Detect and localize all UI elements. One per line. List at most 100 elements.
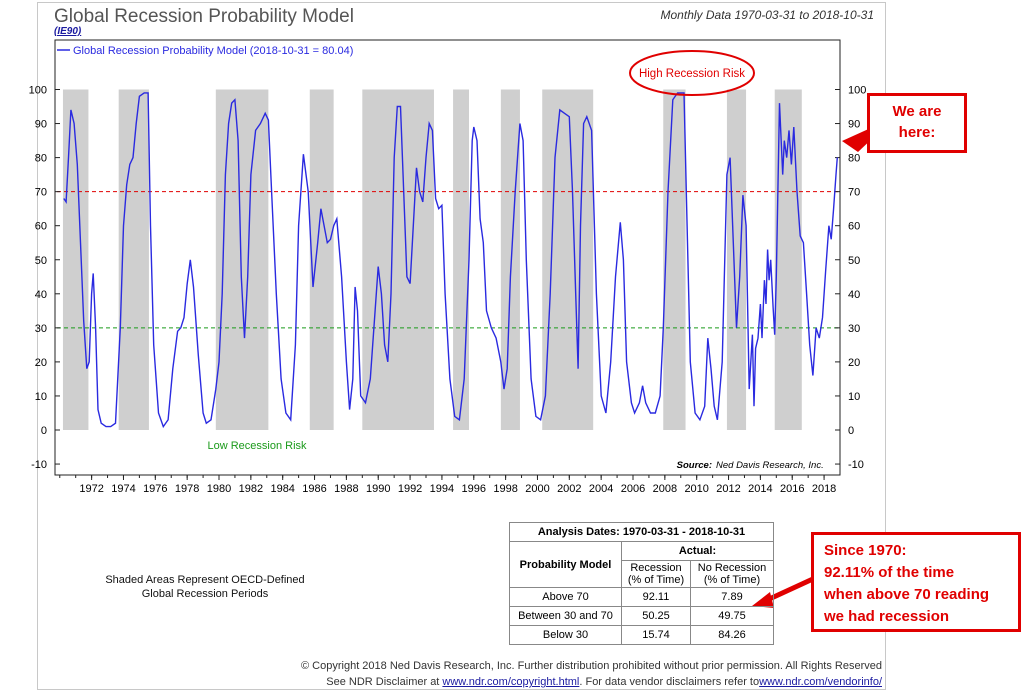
y-tick-label-left: 80 — [35, 153, 47, 165]
source-text: Ned Davis Research, Inc. — [716, 460, 824, 471]
x-tick-label: 2014 — [748, 483, 772, 495]
chart-subtitle: Monthly Data 1970-03-31 to 2018-10-31 — [660, 8, 874, 22]
series-line-recession-probability — [63, 92, 838, 429]
y-tick-label-right: 0 — [848, 425, 854, 437]
y-tick-label-left: 60 — [35, 221, 47, 233]
legend-label: Global Recession Probability Model (2018… — [73, 45, 353, 57]
x-tick-label: 1998 — [493, 483, 517, 495]
x-tick-label: 1980 — [207, 483, 231, 495]
col-no-recession-header: No Recession (% of Time) — [690, 560, 774, 588]
y-tick-label-left: 100 — [29, 85, 47, 97]
high-risk-label: High Recession Risk — [639, 68, 745, 80]
callout-we-are-here-line2: here: — [898, 124, 936, 141]
annotations: High Recession Risk Low Recession Risk S… — [207, 50, 824, 471]
x-tick-label: 1974 — [111, 483, 135, 495]
table-row: Below 30 15.74 84.26 — [509, 625, 774, 645]
footer-disclaimer-mid: . For data vendor disclaimers refer to — [579, 676, 760, 688]
row-header: Probability Model — [509, 541, 622, 588]
x-tick-label: 2002 — [557, 483, 581, 495]
low-risk-label: Low Recession Risk — [207, 440, 307, 452]
shade-caption: Shaded Areas Represent OECD-Defined Glob… — [80, 573, 330, 601]
callout-we-are-here-line1: We are — [892, 103, 942, 120]
x-tick-label: 1994 — [430, 483, 454, 495]
x-tick-label: 1978 — [175, 483, 199, 495]
callout-since-line2: 92.11% of the time — [824, 564, 955, 581]
legend: Global Recession Probability Model (2018… — [57, 45, 353, 57]
row-no-recession: 49.75 — [690, 606, 774, 626]
x-tick-label: 1996 — [462, 483, 486, 495]
recession-shade — [542, 89, 594, 430]
actual-header: Actual: — [621, 541, 774, 561]
copyright-link[interactable]: www.ndr.com/copyright.html — [442, 676, 580, 688]
y-tick-label-right: 70 — [848, 187, 860, 199]
row-no-recession: 84.26 — [690, 625, 774, 645]
y-tick-label-left: 10 — [35, 391, 47, 403]
y-tick-label-left: 20 — [35, 357, 47, 369]
x-tick-label: 2008 — [653, 483, 677, 495]
table-row: Between 30 and 70 50.25 49.75 — [509, 606, 774, 626]
x-tick-label: 2006 — [621, 483, 645, 495]
row-label: Above 70 — [509, 587, 622, 607]
y-tick-label-right: 20 — [848, 357, 860, 369]
chart-frame — [37, 2, 886, 690]
row-label: Below 30 — [509, 625, 622, 645]
analysis-title: Analysis Dates: 1970-03-31 - 2018-10-31 — [509, 522, 774, 542]
y-tick-label-right: 60 — [848, 221, 860, 233]
recession-shade — [726, 89, 747, 430]
recession-shade — [500, 89, 520, 430]
callout-since-line4: we had recession — [824, 608, 950, 625]
axes: -10 -10 0 0 10 10 20 20 30 30 40 40 50 50 60 60 70 70 80 80… — [29, 39, 866, 495]
callout-we-are-here: We are here: — [867, 93, 967, 153]
y-tick-label-left: 30 — [35, 323, 47, 335]
reference-lines — [57, 191, 838, 329]
x-tick-label: 2004 — [589, 483, 613, 495]
shaded-periods — [62, 89, 802, 430]
x-tick-label: 2010 — [684, 483, 708, 495]
x-tick-label: 2012 — [716, 483, 740, 495]
chart-title: Global Recession Probability Model — [54, 6, 354, 27]
vendorinfo-link[interactable]: www.ndr.com/vendorinfo/ — [759, 676, 882, 688]
row-recession: 92.11 — [621, 587, 691, 607]
high-risk-ellipse — [629, 50, 755, 96]
recession-shade — [118, 89, 149, 430]
x-tick-label: 1976 — [143, 483, 167, 495]
y-tick-label-left: -10 — [31, 459, 47, 471]
y-tick-label-left: 90 — [35, 119, 47, 131]
col-recession-header: Recession (% of Time) — [621, 560, 691, 588]
x-tick-label: 1984 — [270, 483, 294, 495]
y-tick-label-left: 50 — [35, 255, 47, 267]
y-tick-label-right: -10 — [848, 459, 864, 471]
x-tick-label: 1982 — [239, 483, 263, 495]
y-tick-label-right: 30 — [848, 323, 860, 335]
x-tick-label: 1972 — [79, 483, 103, 495]
footer-disclaimer: See NDR Disclaimer at www.ndr.com/copyri… — [0, 676, 882, 688]
y-tick-label-right: 80 — [848, 153, 860, 165]
row-no-recession: 7.89 — [690, 587, 774, 607]
recession-shade — [215, 89, 269, 430]
shade-caption-line2: Global Recession Periods — [141, 588, 269, 600]
y-tick-label-right: 90 — [848, 119, 860, 131]
y-tick-label-right: 50 — [848, 255, 860, 267]
footer-disclaimer-pre: See NDR Disclaimer at — [326, 676, 443, 688]
x-tick-label: 1988 — [334, 483, 358, 495]
row-label: Between 30 and 70 — [509, 606, 622, 626]
chart-code: (IE90) — [54, 26, 82, 37]
recession-shade — [309, 89, 334, 430]
source-label: Source: — [677, 460, 712, 471]
y-tick-label-left: 0 — [41, 425, 47, 437]
row-recession: 50.25 — [621, 606, 691, 626]
y-tick-label-right: 100 — [848, 85, 866, 97]
callout-since-line3: when above 70 reading — [824, 586, 990, 603]
x-tick-label: 1986 — [302, 483, 326, 495]
recession-shade — [663, 89, 686, 430]
x-tick-label: 2000 — [525, 483, 549, 495]
y-tick-label-left: 70 — [35, 187, 47, 199]
x-tick-label: 1990 — [366, 483, 390, 495]
x-tick-label: 2018 — [812, 483, 836, 495]
y-tick-label-right: 40 — [848, 289, 860, 301]
x-tick-label: 1992 — [398, 483, 422, 495]
recession-shade — [453, 89, 469, 430]
x-tick-label: 2016 — [780, 483, 804, 495]
